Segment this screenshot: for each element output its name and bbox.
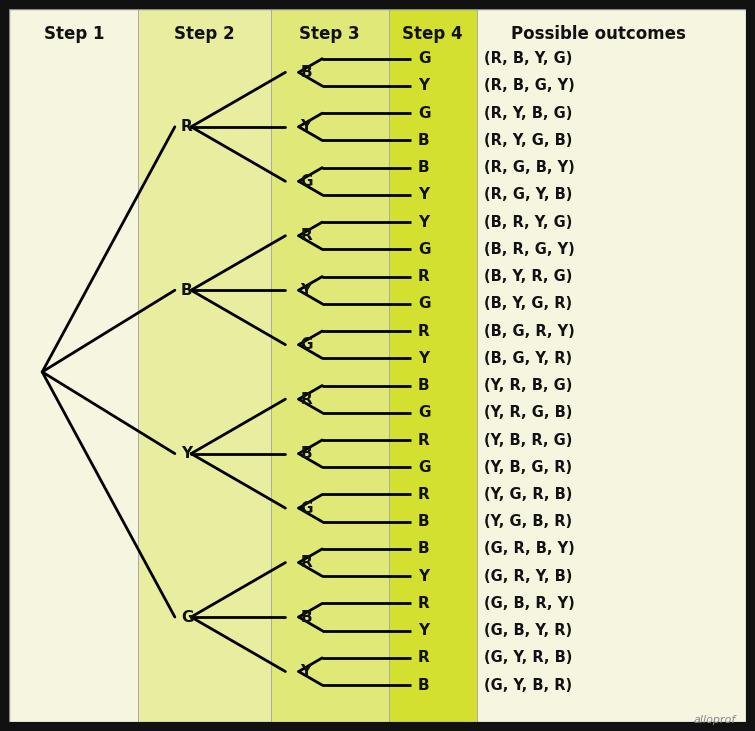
Text: Step 1: Step 1 xyxy=(44,25,104,42)
Text: R: R xyxy=(418,269,430,284)
Text: B: B xyxy=(418,160,430,175)
Text: Y: Y xyxy=(418,187,429,202)
Text: (B, Y, R, G): (B, Y, R, G) xyxy=(485,269,573,284)
Text: Y: Y xyxy=(180,446,192,461)
Text: (Y, R, B, G): (Y, R, B, G) xyxy=(485,378,573,393)
Text: B: B xyxy=(300,610,312,624)
Text: Y: Y xyxy=(300,664,311,679)
Text: Step 2: Step 2 xyxy=(174,25,235,42)
Text: B: B xyxy=(180,283,193,298)
Text: Step 4: Step 4 xyxy=(402,25,463,42)
Text: Y: Y xyxy=(300,283,311,298)
Text: R: R xyxy=(418,596,430,611)
Bar xyxy=(138,9,270,722)
Text: (G, B, Y, R): (G, B, Y, R) xyxy=(485,623,572,638)
Text: (G, B, R, Y): (G, B, R, Y) xyxy=(485,596,575,611)
Text: G: G xyxy=(418,460,430,474)
Text: R: R xyxy=(418,651,430,665)
Text: R: R xyxy=(300,555,312,570)
Text: Y: Y xyxy=(418,215,429,230)
Bar xyxy=(477,9,746,722)
Text: (R, B, Y, G): (R, B, Y, G) xyxy=(485,51,573,67)
Text: G: G xyxy=(418,296,430,311)
Text: (Y, R, G, B): (Y, R, G, B) xyxy=(485,405,573,420)
Text: (G, Y, R, B): (G, Y, R, B) xyxy=(485,651,573,665)
Text: (Y, G, R, B): (Y, G, R, B) xyxy=(485,487,573,502)
Text: Y: Y xyxy=(418,569,429,583)
Text: (G, Y, B, R): (G, Y, B, R) xyxy=(485,678,572,693)
Text: (B, G, Y, R): (B, G, Y, R) xyxy=(485,351,572,366)
Text: R: R xyxy=(418,324,430,338)
Text: B: B xyxy=(418,514,430,529)
Text: (R, G, B, Y): (R, G, B, Y) xyxy=(485,160,575,175)
Text: (R, B, G, Y): (R, B, G, Y) xyxy=(485,78,575,94)
Text: Y: Y xyxy=(418,351,429,366)
Text: Possible outcomes: Possible outcomes xyxy=(511,25,686,42)
Text: (B, R, Y, G): (B, R, Y, G) xyxy=(485,215,573,230)
Text: R: R xyxy=(180,119,193,135)
Text: B: B xyxy=(300,446,312,461)
Text: B: B xyxy=(300,65,312,80)
Text: alloprof: alloprof xyxy=(694,715,736,725)
Text: Y: Y xyxy=(418,623,429,638)
Text: (Y, B, G, R): (Y, B, G, R) xyxy=(485,460,572,474)
Text: (G, R, Y, B): (G, R, Y, B) xyxy=(485,569,573,583)
Text: (B, R, G, Y): (B, R, G, Y) xyxy=(485,242,575,257)
Text: Step 3: Step 3 xyxy=(299,25,360,42)
Text: B: B xyxy=(418,542,430,556)
Text: R: R xyxy=(300,228,312,243)
Text: (G, R, B, Y): (G, R, B, Y) xyxy=(485,542,575,556)
Text: Y: Y xyxy=(300,119,311,135)
Text: G: G xyxy=(418,106,430,121)
Text: G: G xyxy=(300,174,313,189)
Text: (R, Y, G, B): (R, Y, G, B) xyxy=(485,133,573,148)
Text: G: G xyxy=(300,501,313,515)
Bar xyxy=(389,9,477,722)
Text: G: G xyxy=(300,337,313,352)
Text: (Y, G, B, R): (Y, G, B, R) xyxy=(485,514,572,529)
Text: G: G xyxy=(418,242,430,257)
Text: G: G xyxy=(180,610,193,624)
Text: B: B xyxy=(418,133,430,148)
Text: (R, Y, B, G): (R, Y, B, G) xyxy=(485,106,573,121)
Text: G: G xyxy=(418,51,430,67)
Bar xyxy=(9,9,138,722)
Text: (B, G, R, Y): (B, G, R, Y) xyxy=(485,324,575,338)
Text: (R, G, Y, B): (R, G, Y, B) xyxy=(485,187,573,202)
Text: B: B xyxy=(418,678,430,693)
Text: R: R xyxy=(418,433,430,447)
Bar xyxy=(270,9,389,722)
Text: Y: Y xyxy=(418,78,429,94)
Text: B: B xyxy=(418,378,430,393)
Text: G: G xyxy=(418,405,430,420)
Text: R: R xyxy=(300,392,312,406)
Text: R: R xyxy=(418,487,430,502)
Text: (Y, B, R, G): (Y, B, R, G) xyxy=(485,433,573,447)
Text: (B, Y, G, R): (B, Y, G, R) xyxy=(485,296,572,311)
